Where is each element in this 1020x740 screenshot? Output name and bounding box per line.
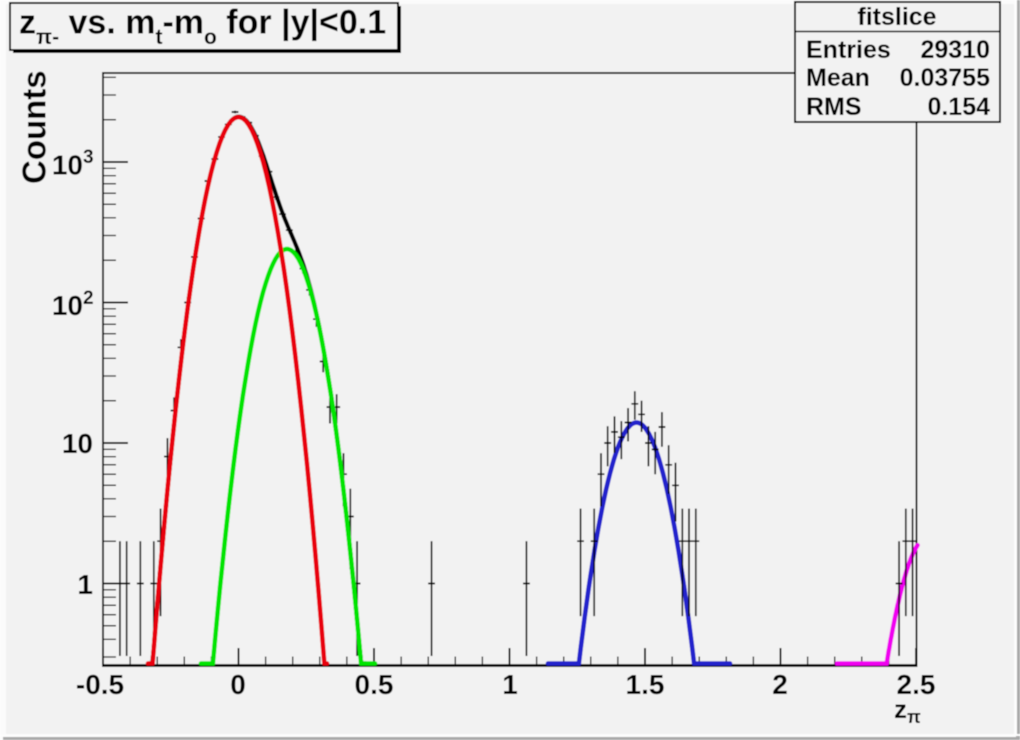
svg-text:2: 2 — [772, 669, 788, 700]
svg-text:10: 10 — [52, 290, 83, 321]
svg-text:zπ- vs. mt-mo for |y|<0.1: zπ- vs. mt-mo for |y|<0.1 — [19, 4, 386, 50]
svg-text:1: 1 — [77, 569, 93, 600]
svg-text:0: 0 — [230, 669, 246, 700]
svg-text:Entries: Entries — [806, 36, 891, 64]
svg-text:3: 3 — [83, 147, 94, 168]
svg-text:10: 10 — [52, 150, 83, 181]
svg-text:0.5: 0.5 — [355, 669, 394, 700]
svg-text:1.5: 1.5 — [626, 669, 665, 700]
svg-text:fitslice: fitslice — [857, 3, 936, 31]
svg-text:0.03755: 0.03755 — [900, 64, 990, 92]
svg-text:zπ: zπ — [894, 694, 921, 727]
svg-text:2: 2 — [83, 288, 94, 309]
svg-text:2.5: 2.5 — [897, 669, 936, 700]
svg-text:10: 10 — [62, 428, 93, 459]
svg-text:29310: 29310 — [920, 36, 990, 64]
svg-text:1: 1 — [502, 669, 518, 700]
svg-text:Counts: Counts — [16, 70, 53, 184]
svg-text:0.154: 0.154 — [927, 93, 990, 121]
svg-text:RMS: RMS — [806, 93, 862, 121]
svg-text:-0.5: -0.5 — [76, 669, 124, 700]
svg-text:Mean: Mean — [806, 64, 870, 92]
